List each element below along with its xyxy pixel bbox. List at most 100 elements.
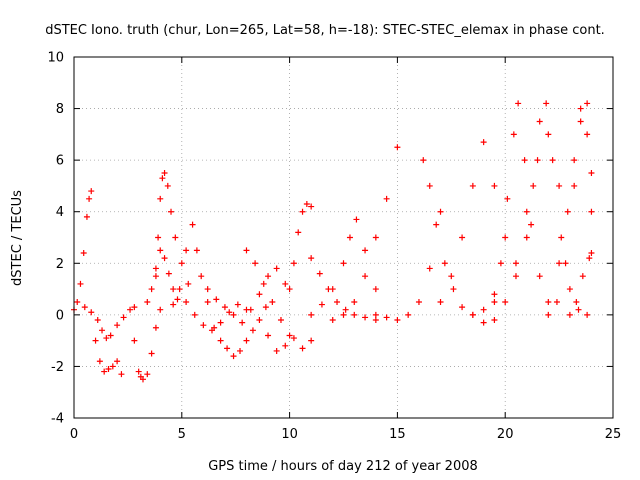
data-point [329,286,336,293]
series-13 [308,255,379,324]
data-point [120,314,127,321]
series-22 [545,105,595,318]
data-point [157,195,164,202]
data-point [346,234,353,241]
data-point [88,309,95,316]
data-point [127,306,134,313]
data-point [159,175,166,182]
data-point [226,309,233,316]
data-point [502,234,509,241]
data-point [290,260,297,267]
data-point [521,157,528,164]
y-axis-ticks: -4 -2 0 2 4 6 8 10 [47,51,613,427]
data-point [433,221,440,228]
data-point [161,255,168,262]
data-point [588,208,595,215]
data-point [564,208,571,215]
series-16 [372,208,444,324]
data-point [573,298,580,305]
data-point [530,182,537,189]
data-point [534,157,541,164]
data-point [262,304,269,311]
data-point [342,306,349,313]
data-point [303,200,310,207]
data-point [383,314,390,321]
data-point [74,298,81,305]
series-6 [170,221,211,308]
data-point [221,304,228,311]
data-point [94,317,101,324]
data-point [394,317,401,324]
data-point [144,371,151,378]
data-point [247,306,254,313]
data-point [459,234,466,241]
data-point [83,213,90,220]
data-point [575,306,582,313]
data-point [191,311,198,318]
data-point [362,314,369,321]
series-3 [131,306,164,383]
data-point [185,280,192,287]
data-point [405,311,412,318]
data-point [448,273,455,280]
data-point [459,304,466,311]
data-point [510,131,517,138]
data-point [148,286,155,293]
data-point [269,298,276,305]
data-point [318,301,325,308]
data-point [286,332,293,339]
data-point [295,229,302,236]
series-10 [243,247,293,339]
data-point [491,182,498,189]
data-point [549,157,556,164]
data-point [502,298,509,305]
y-tick-label: 8 [56,102,64,117]
data-point [420,157,427,164]
data-point [164,182,171,189]
data-point [265,332,272,339]
data-point [152,324,159,331]
data-point [437,298,444,305]
series-11 [265,332,315,354]
data-point [183,298,190,305]
series-18 [437,139,519,305]
data-point [131,304,138,311]
data-point [230,311,237,318]
data-point [299,208,306,215]
data-point [558,234,565,241]
data-point [571,182,578,189]
data-point [340,260,347,267]
data-point [426,265,433,272]
x-tick-label: 20 [497,427,514,442]
series-7 [211,304,269,360]
data-point [491,298,498,305]
series-15 [329,144,401,324]
data-point [426,182,433,189]
data-point [172,234,179,241]
plot-frame [73,56,614,419]
series-24 [566,249,595,318]
data-point [441,260,448,267]
data-point [148,350,155,357]
data-point [584,311,591,318]
data-point [512,273,519,280]
series-20 [491,100,552,305]
series-9 [204,265,289,326]
data-point [353,216,360,223]
data-point [208,327,215,334]
data-point [139,376,146,383]
y-tick-label: 0 [56,308,64,323]
data-point [224,345,231,352]
y-tick-label: 4 [56,205,64,220]
data-point [277,317,284,324]
data-point [161,170,168,177]
data-point [579,273,586,280]
data-point [480,139,487,146]
data-point [217,337,224,344]
data-point [299,345,306,352]
data-point [372,317,379,324]
data-point [174,296,181,303]
data-point [566,311,573,318]
chart-title: dSTEC Iono. truth (chur, Lon=265, Lat=58… [45,23,605,38]
data-point [144,298,151,305]
